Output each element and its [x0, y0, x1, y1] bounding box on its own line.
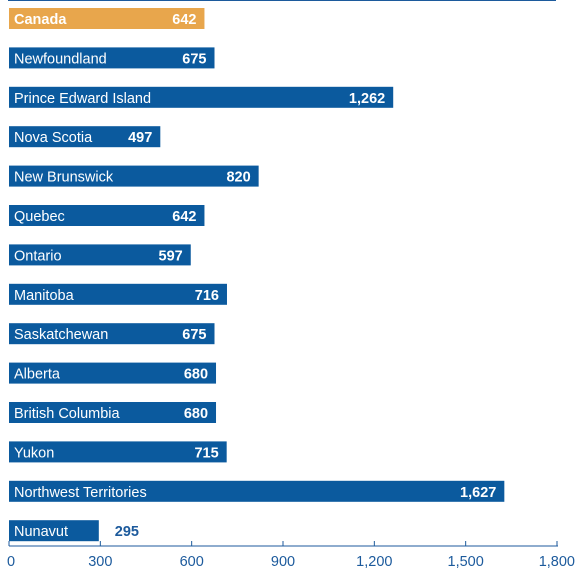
value-label-new-brunswick: 820	[226, 170, 250, 186]
value-label-ontario: 597	[159, 248, 183, 264]
bar-label-nunavut: Nunavut	[14, 524, 68, 540]
x-tick-label: 1,200	[356, 554, 392, 570]
bar-manitoba	[9, 283, 227, 305]
bar-label-prince-edward-island: Prince Edward Island	[14, 91, 151, 107]
bar-label-ontario: Ontario	[14, 248, 62, 264]
bar-label-newfoundland: Newfoundland	[14, 51, 107, 67]
bar-saskatchewan	[9, 323, 215, 345]
value-label-nova-scotia: 497	[128, 130, 152, 146]
bar-prince-edward-island	[9, 86, 394, 108]
bar-ontario	[9, 244, 191, 266]
value-label-northwest-territories: 1,627	[460, 485, 496, 501]
bar-newfoundland	[9, 47, 215, 69]
x-tick-label: 1,500	[448, 554, 484, 570]
bar-nova-scotia	[9, 126, 161, 148]
value-label-british-columbia: 680	[184, 406, 208, 422]
bar-label-quebec: Quebec	[14, 209, 65, 225]
bar-label-canada: Canada	[14, 12, 67, 28]
bar-quebec	[9, 205, 205, 226]
value-label-newfoundland: 675	[182, 51, 206, 67]
value-label-quebec: 642	[172, 209, 196, 225]
bar-alberta	[9, 362, 217, 384]
value-label-prince-edward-island: 1,262	[349, 91, 385, 107]
bar-british-columbia	[9, 402, 217, 423]
x-tick-label: 300	[88, 554, 112, 570]
bar-label-yukon: Yukon	[14, 445, 54, 461]
value-label-nunavut: 295	[115, 524, 139, 540]
x-tick-label: 0	[7, 554, 15, 570]
bar-label-saskatchewan: Saskatchewan	[14, 327, 108, 343]
bar-label-nova-scotia: Nova Scotia	[14, 130, 93, 146]
bar-canada	[9, 8, 205, 29]
value-label-saskatchewan: 675	[182, 327, 206, 343]
bars-group: Canada 642 Newfoundland 675 Prince Edward Is…	[9, 8, 505, 542]
bar-new-brunswick	[9, 165, 259, 187]
x-axis-ticks: 0 300 600 900 1,200 1,500 1,800	[7, 541, 575, 570]
bar-label-new-brunswick: New Brunswick	[14, 170, 114, 186]
value-label-canada: 642	[172, 12, 196, 28]
bar-northwest-territories	[9, 480, 505, 502]
bar-yukon	[9, 441, 227, 463]
bar-label-british-columbia: British Columbia	[14, 406, 120, 422]
bar-nunavut	[9, 520, 99, 542]
x-tick-label: 1,800	[539, 554, 575, 570]
value-label-yukon: 715	[194, 445, 218, 461]
x-tick-label: 600	[180, 554, 204, 570]
value-label-alberta: 680	[184, 367, 208, 383]
bar-label-alberta: Alberta	[14, 367, 61, 383]
bar-label-northwest-territories: Northwest Territories	[14, 485, 147, 501]
bar-label-manitoba: Manitoba	[14, 288, 75, 304]
value-label-manitoba: 716	[195, 288, 219, 304]
x-tick-label: 900	[271, 554, 295, 570]
